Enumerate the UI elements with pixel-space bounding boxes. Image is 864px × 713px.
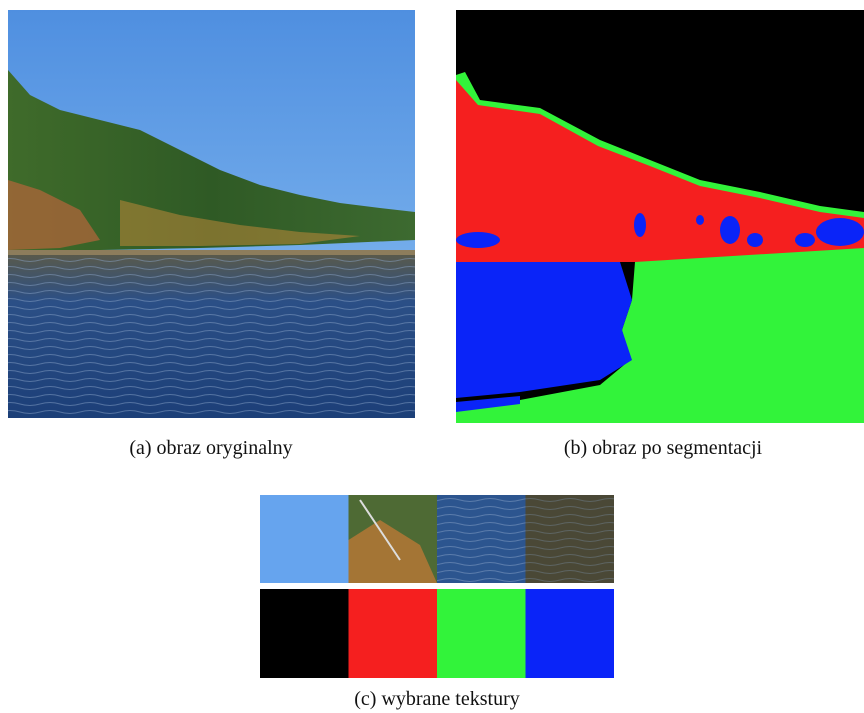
caption: (c) wybrane tekstury: [354, 688, 520, 710]
texture-samples: [260, 495, 614, 678]
segmented-image: [456, 10, 864, 423]
caption: (a) obraz oryginalny: [129, 437, 292, 459]
original-image: [8, 10, 415, 418]
caption: (b) obraz po segmentacji: [564, 437, 763, 459]
